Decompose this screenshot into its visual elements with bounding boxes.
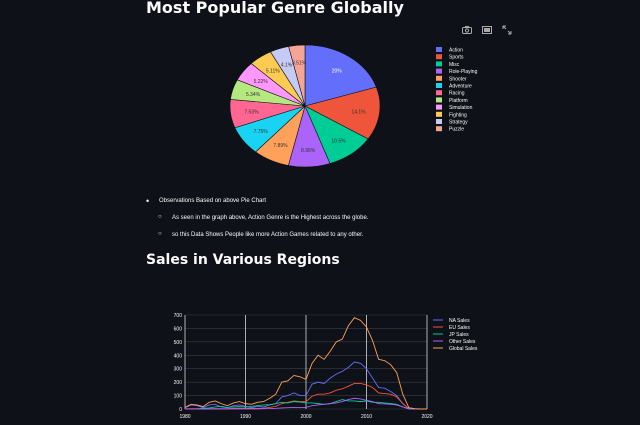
legend-swatch	[436, 104, 442, 110]
pie-slice-label: 20%	[332, 68, 343, 74]
pie-slice-label: 5.34%	[246, 92, 261, 98]
legend-label: EU Sales	[449, 325, 470, 331]
y-tick-label: 300	[174, 367, 183, 373]
legend-swatch	[436, 54, 442, 60]
pie-slice-label: 8.96%	[301, 148, 316, 154]
legend-swatch	[436, 97, 442, 103]
x-tick-label: 2010	[361, 414, 372, 420]
legend-label: Fighting	[449, 112, 467, 118]
x-tick-label: 1990	[240, 414, 251, 420]
series-line	[184, 383, 427, 410]
legend-swatch	[436, 47, 442, 52]
camera-icon[interactable]	[461, 24, 473, 36]
pie-slice-label: 4.1%	[281, 63, 293, 69]
observation-point: so this Data Shows People like more Acti…	[146, 231, 368, 245]
page-title: Most Popular Genre Globally	[146, 0, 404, 17]
y-tick-label: 700	[174, 313, 183, 319]
legend-swatch	[436, 61, 442, 67]
legend-label: Role-Playing	[449, 69, 478, 75]
legend-label: Shooter	[449, 76, 467, 82]
pie-slice	[304, 86, 381, 140]
observations: Observations Based on above Pie Chart As…	[146, 196, 368, 245]
zoom-icon[interactable]	[481, 24, 493, 36]
pie-slice-label: 3.51%	[292, 60, 307, 66]
legend-label: Platform	[449, 98, 468, 104]
legend-swatch	[436, 90, 442, 96]
y-tick-label: 400	[174, 353, 183, 359]
x-tick-label: 2020	[421, 414, 432, 420]
section-title: Sales in Various Regions	[146, 252, 340, 268]
legend-label: JP Sales	[449, 332, 469, 338]
y-tick-label: 100	[174, 394, 183, 400]
legend-label: Global Sales	[449, 346, 478, 352]
chart-toolbar	[461, 24, 513, 36]
legend-swatch	[436, 119, 442, 124]
legend-swatch	[436, 126, 442, 132]
legend-label: Adventure	[449, 84, 472, 90]
autoscale-icon[interactable]	[501, 24, 513, 36]
y-tick-label: 500	[174, 340, 183, 346]
pie-slice-label: 14.1%	[351, 110, 366, 116]
x-tick-label: 2000	[300, 414, 311, 420]
pie-slice-label: 7.75%	[254, 129, 269, 135]
legend-swatch	[436, 111, 442, 117]
legend-swatch	[436, 83, 442, 88]
series-line	[184, 317, 427, 410]
legend-label: Racing	[449, 91, 465, 97]
observation-point: As seen in the graph above, Action Genre…	[146, 214, 368, 228]
legend-swatch	[436, 68, 442, 74]
legend-label: NA Sales	[449, 318, 470, 324]
y-tick-label: 600	[174, 326, 183, 332]
observations-heading: Observations Based on above Pie Chart	[146, 196, 368, 211]
pie-slice-label: 5.22%	[254, 79, 269, 85]
pie-slice	[288, 44, 306, 107]
legend-label: Simulation	[449, 105, 473, 111]
legend-label: Sports	[449, 55, 464, 61]
x-tick-label: 1980	[179, 414, 190, 420]
genre-pie-chart: 20% 14.1% 10.5% 8.96% 7.89% 7.75% 7.53% 5.34% 5.…	[229, 44, 478, 168]
series-line	[184, 361, 427, 410]
pie-slice-label: 7.53%	[244, 110, 259, 116]
pie-slice-label: 5.11%	[266, 69, 280, 75]
legend-label: Puzzle	[449, 127, 464, 133]
pie-slice	[304, 44, 377, 107]
legend-label: Strategy	[449, 120, 468, 126]
legend-label: Other Sales	[449, 339, 476, 345]
y-tick-label: 200	[174, 380, 183, 386]
series-line	[185, 399, 427, 410]
pie-slice-label: 7.89%	[273, 143, 288, 149]
legend-swatch	[436, 75, 442, 81]
legend-label: Misc	[449, 62, 460, 68]
pie-slice-label: 10.5%	[331, 138, 346, 144]
y-tick-label: 0	[179, 407, 182, 413]
series-line	[185, 397, 427, 410]
legend-label: Action	[449, 48, 463, 54]
